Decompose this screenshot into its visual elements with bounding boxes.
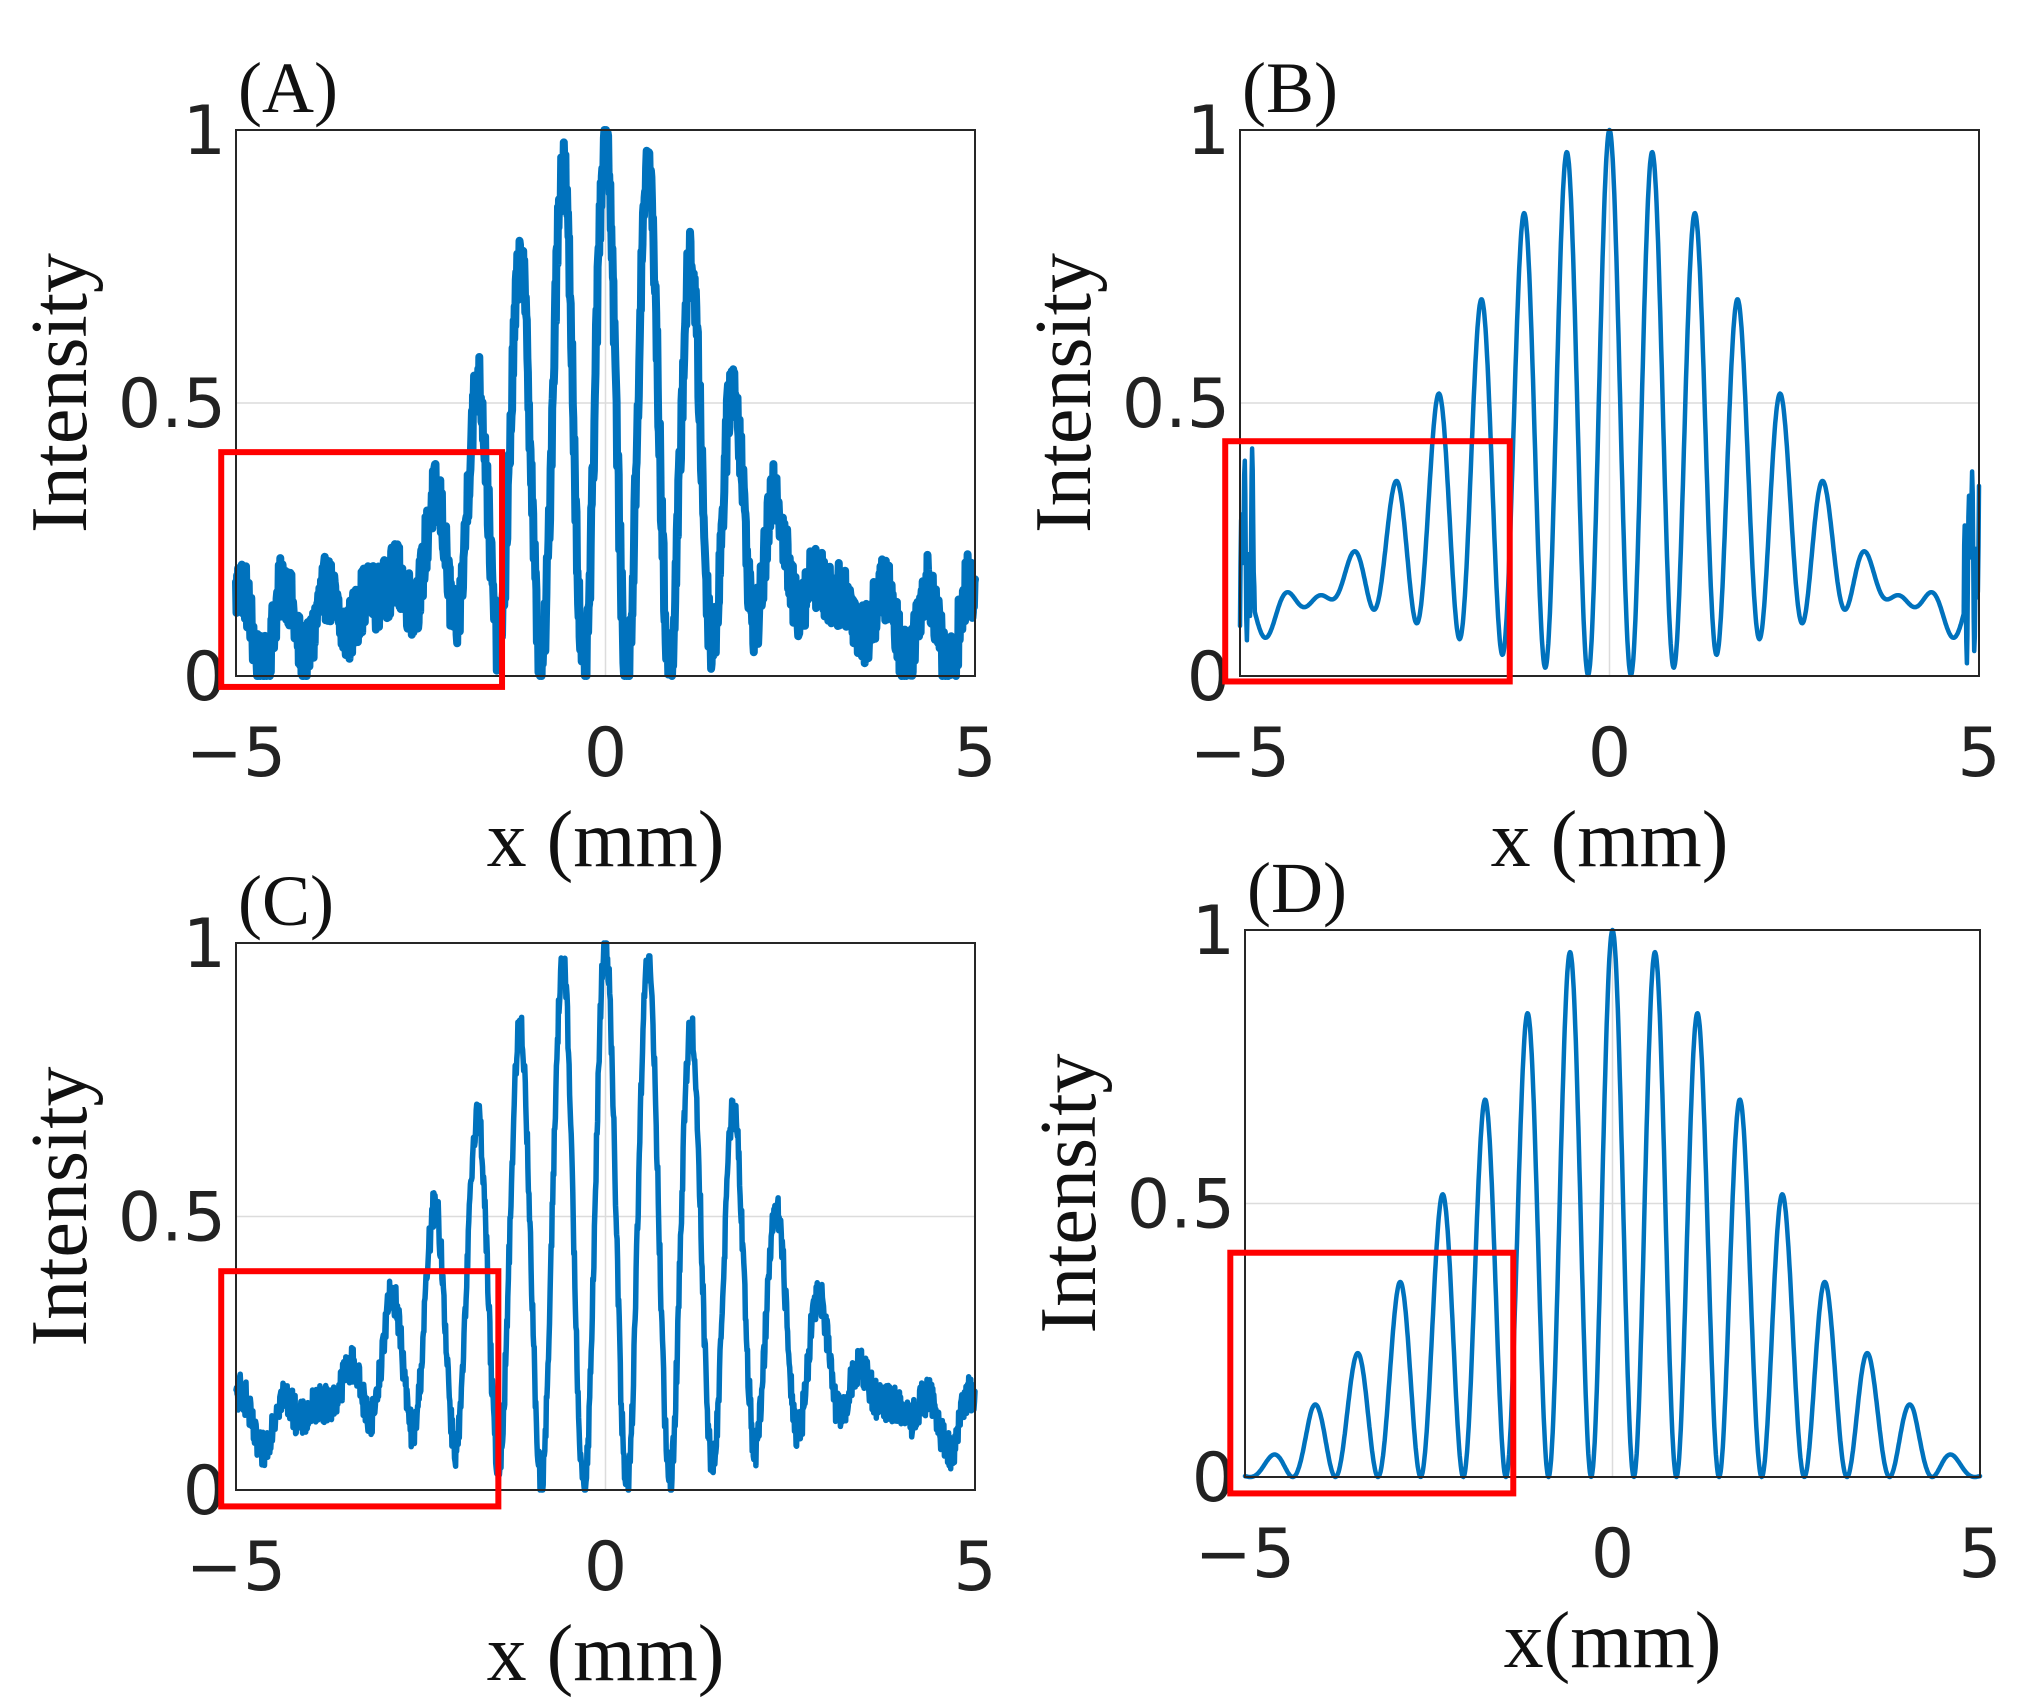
- panel-d: 00.51−5 0 5x(mm)Intensity(D): [1025, 848, 2002, 1685]
- y-axis-label: Intensity: [1025, 1054, 1113, 1334]
- x-axis-label: x (mm): [487, 796, 725, 884]
- panel-b: 00.51−5 0 5x (mm)Intensity(B): [1020, 48, 2001, 884]
- highlight-box: [218, 1268, 502, 1510]
- y-tick-label: 0.5: [1127, 1166, 1235, 1245]
- panel-label: (D): [1247, 848, 1347, 928]
- x-tick-label: 0: [1588, 714, 1631, 793]
- y-tick-label: 1: [183, 905, 226, 984]
- y-tick-label: 0.5: [118, 365, 226, 444]
- panel-label: (A): [238, 48, 338, 128]
- x-tick-label: 0: [584, 1528, 627, 1607]
- x-tick-label: 5: [953, 714, 996, 793]
- plot-frame: [1244, 929, 1981, 1478]
- y-tick-label: 1: [1192, 892, 1235, 971]
- highlight-box: [218, 449, 506, 690]
- y-tick-label: 1: [183, 92, 226, 171]
- series-line-intensity: [232, 126, 979, 680]
- panel-c: 00.51−5 0 5x (mm)Intensity(C): [16, 861, 997, 1698]
- panel-a: 00.51−5 0 5x (mm)Intensity(A): [16, 48, 997, 884]
- panel-label: (C): [238, 861, 334, 941]
- plot-frame: [1239, 129, 1980, 677]
- y-tick-label: 1: [1187, 92, 1230, 171]
- x-tick-label: −5: [1190, 714, 1290, 793]
- highlight-box: [1222, 438, 1513, 685]
- highlight-box: [1227, 1249, 1517, 1497]
- y-axis-label: Intensity: [16, 1067, 104, 1347]
- x-tick-label: 0: [584, 714, 627, 793]
- x-axis-label: x(mm): [1504, 1597, 1722, 1685]
- y-axis-label: Intensity: [1020, 253, 1108, 533]
- x-tick-label: −5: [186, 1528, 286, 1607]
- x-tick-label: 0: [1591, 1515, 1634, 1594]
- x-axis-label: x (mm): [1491, 796, 1729, 884]
- x-axis-label: x (mm): [487, 1610, 725, 1698]
- y-tick-label: 0.5: [1122, 365, 1230, 444]
- x-tick-label: −5: [186, 714, 286, 793]
- plot-frame: [235, 129, 976, 677]
- x-tick-label: 5: [1957, 714, 2000, 793]
- x-tick-label: 5: [1958, 1515, 2001, 1594]
- y-tick-label: 0.5: [118, 1179, 226, 1258]
- plot-frame: [235, 942, 976, 1491]
- x-tick-label: 5: [953, 1528, 996, 1607]
- y-axis-label: Intensity: [16, 253, 104, 533]
- panel-label: (B): [1242, 48, 1338, 128]
- x-tick-label: −5: [1195, 1515, 1295, 1594]
